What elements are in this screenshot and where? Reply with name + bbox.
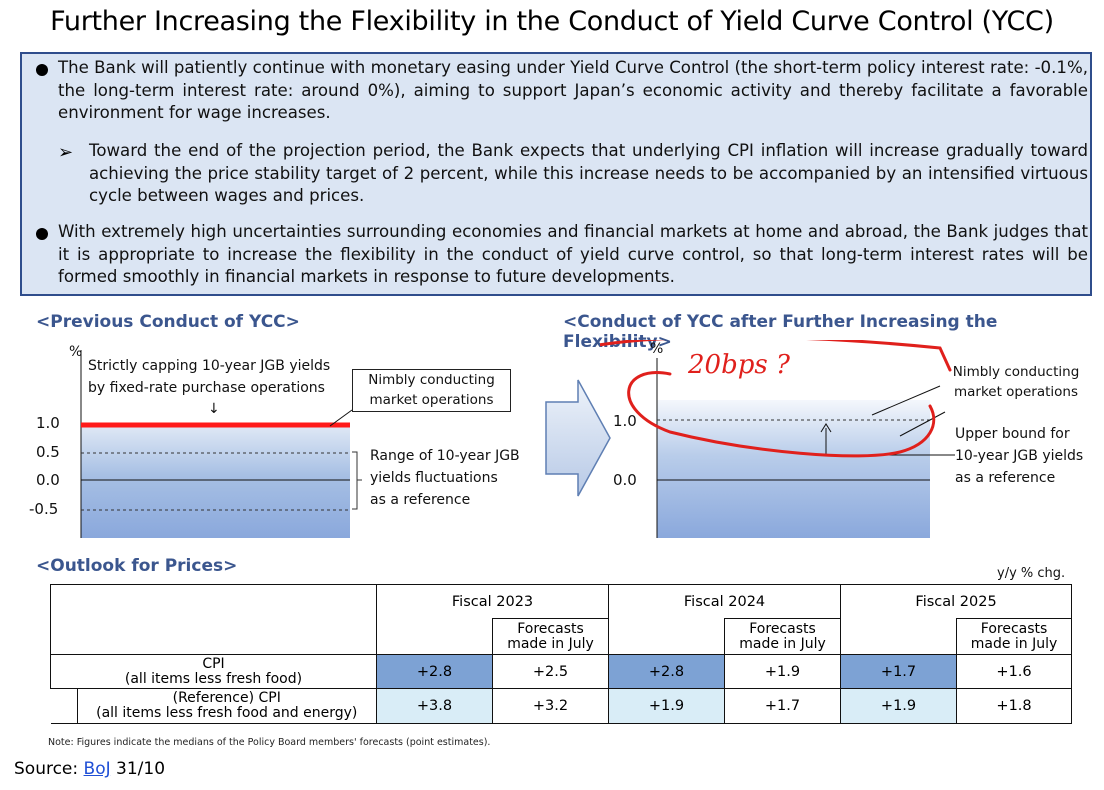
value-cell: +1.6	[956, 654, 1073, 689]
after-market-ops-label: Nimbly conducting market operations	[940, 362, 1092, 407]
source-suffix: 31/10	[110, 759, 166, 779]
market-ops-pointer	[329, 409, 353, 427]
handwritten-circle	[627, 371, 936, 458]
value-cell: +1.7	[840, 654, 958, 689]
table-subheader-row: Forecasts made in July Forecasts made in J…	[51, 618, 1073, 655]
previous-market-ops-box: Nimbly conducting market operations	[352, 369, 511, 412]
table-corner-cell	[50, 584, 377, 655]
value-cell: +2.8	[608, 654, 726, 689]
value-cell: +1.7	[724, 688, 842, 724]
bullet-dot-icon	[36, 64, 48, 76]
blank-subheader	[840, 618, 957, 655]
year-header-2024: Fiscal 2024	[608, 584, 842, 619]
table-row: (Reference) CPI (all items less fresh foo…	[50, 688, 1073, 724]
value-cell: +1.9	[724, 654, 842, 689]
previous-unit-label: %	[69, 344, 83, 360]
previous-ycc-heading: <Previous Conduct of YCC>	[36, 312, 300, 332]
value-cell: +1.9	[608, 688, 726, 724]
range-line-3: as a reference	[370, 492, 471, 508]
summary-bullet-2: With extremely high uncertainties surrou…	[58, 222, 1088, 286]
range-line-1: Range of 10-year JGB	[370, 448, 520, 464]
row-label-cpi: CPI (all items less fresh food)	[50, 654, 377, 689]
table-header-row: Fiscal 2023 Fiscal 2024 Fiscal 2025	[50, 584, 1073, 655]
after-market-ops-pointer-1	[871, 385, 941, 416]
after-market-ops-line-2: market operations	[953, 384, 1079, 400]
handwritten-ink-stroke	[600, 340, 952, 372]
value-cell: +3.2	[491, 688, 610, 724]
outlook-unit: y/y % chg.	[997, 566, 1066, 581]
outlook-table: Fiscal 2023 Fiscal 2024 Fiscal 2025 Fore…	[50, 584, 1073, 724]
after-ycc-diagram	[600, 340, 955, 538]
upper-bound-line-1: Upper bound for	[955, 426, 1070, 442]
source-prefix: Source:	[14, 759, 84, 779]
previous-tick-0-5: 0.5	[36, 443, 60, 461]
table-row: CPI (all items less fresh food) +2.8 +2.5…	[50, 654, 1073, 689]
forecast-header: Forecasts made in July	[491, 618, 610, 655]
blank-subheader	[608, 618, 725, 655]
value-cell: +1.8	[956, 688, 1073, 724]
forecast-header: Forecasts made in July	[956, 618, 1073, 655]
source-link[interactable]: BoJ	[83, 759, 111, 779]
after-tick-1-0: 1.0	[613, 412, 637, 430]
transition-arrow-icon	[545, 379, 611, 497]
source-line: Source: BoJ 31/10	[14, 759, 165, 779]
market-ops-line-1: Nimbly conducting	[368, 372, 495, 388]
previous-ycc-diagram	[80, 350, 362, 538]
outlook-heading: <Outlook for Prices>	[36, 556, 238, 576]
range-line-2: yields fluctuations	[370, 470, 498, 486]
after-market-ops-line-1: Nimbly conducting	[952, 364, 1080, 380]
handwritten-annotation: 20bps ?	[688, 350, 790, 380]
previous-tick-1-0: 1.0	[36, 414, 60, 432]
after-range-band	[657, 400, 930, 538]
summary-box: The Bank will patiently continue with mo…	[20, 52, 1092, 296]
summary-bullet-1: The Bank will patiently continue with mo…	[58, 58, 1088, 122]
summary-sub-bullet: Toward the end of the projection period,…	[89, 141, 1088, 205]
year-header-2023: Fiscal 2023	[375, 584, 610, 619]
previous-range-band	[81, 426, 350, 538]
table-note: Note: Figures indicate the medians of th…	[48, 737, 491, 748]
after-tick-0-0: 0.0	[613, 471, 637, 489]
upper-bound-line-3: as a reference	[955, 470, 1056, 486]
market-ops-line-2: market operations	[369, 392, 494, 408]
blank-subheader	[376, 618, 493, 655]
row-label-reference-cpi: (Reference) CPI (all items less fresh foo…	[50, 688, 377, 724]
down-arrow-icon: ↓	[208, 401, 220, 417]
page-title: Further Increasing the Flexibility in th…	[50, 6, 1054, 37]
range-brace	[352, 451, 362, 510]
value-cell: +2.5	[491, 654, 610, 689]
value-cell: +2.8	[376, 654, 493, 689]
year-header-2025: Fiscal 2025	[840, 584, 1073, 619]
cap-note-line-2: by fixed-rate purchase operations	[88, 380, 325, 396]
cap-note-line-1: Strictly capping 10-year JGB yields	[88, 358, 331, 374]
upper-bound-line-2: 10-year JGB yields	[955, 448, 1084, 464]
previous-tick-0-0: 0.0	[36, 471, 60, 489]
value-cell: +3.8	[376, 688, 493, 724]
upper-bound-arrowhead	[820, 423, 832, 433]
bullet-dot-icon	[36, 228, 48, 240]
arrowhead-bullet-icon: ➢	[58, 142, 74, 162]
previous-tick-minus-0-5: -0.5	[29, 500, 59, 518]
after-market-ops-pointer-2	[899, 411, 946, 437]
forecast-header: Forecasts made in July	[724, 618, 842, 655]
value-cell: +1.9	[840, 688, 958, 724]
after-unit-label: %	[650, 341, 664, 357]
